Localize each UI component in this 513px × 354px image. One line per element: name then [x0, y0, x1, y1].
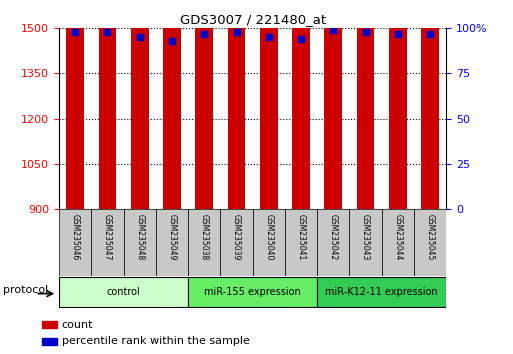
Bar — [66, 0, 84, 209]
Text: count: count — [62, 320, 93, 330]
Bar — [349, 209, 382, 276]
Bar — [357, 0, 374, 209]
Point — [135, 35, 144, 40]
Bar — [292, 0, 310, 209]
Point — [168, 38, 176, 44]
Text: GSM235047: GSM235047 — [103, 214, 112, 261]
Text: GSM235048: GSM235048 — [135, 214, 144, 261]
Text: GSM235043: GSM235043 — [361, 214, 370, 261]
Bar — [59, 277, 188, 307]
Text: percentile rank within the sample: percentile rank within the sample — [62, 336, 250, 346]
Bar — [163, 0, 181, 209]
Bar — [382, 209, 414, 276]
Bar — [188, 209, 221, 276]
Point — [362, 29, 370, 35]
Bar — [324, 0, 342, 209]
Text: GSM235039: GSM235039 — [232, 214, 241, 261]
Point — [297, 36, 305, 42]
Bar — [389, 0, 407, 209]
Text: GSM235045: GSM235045 — [426, 214, 435, 261]
Bar — [285, 209, 317, 276]
Text: GSM235041: GSM235041 — [297, 214, 306, 261]
Bar — [98, 0, 116, 209]
Title: GDS3007 / 221480_at: GDS3007 / 221480_at — [180, 13, 326, 26]
Bar — [131, 0, 149, 209]
Bar — [188, 277, 317, 307]
Point — [329, 27, 338, 33]
Point — [200, 31, 208, 36]
Text: miR-155 expression: miR-155 expression — [204, 287, 301, 297]
Bar — [228, 0, 245, 209]
Point — [394, 31, 402, 36]
Point — [232, 29, 241, 35]
Text: GSM235046: GSM235046 — [71, 214, 80, 261]
Text: GSM235044: GSM235044 — [393, 214, 402, 261]
Bar — [91, 209, 124, 276]
Bar — [421, 0, 439, 209]
Point — [265, 35, 273, 40]
Bar — [317, 209, 349, 276]
Point — [426, 31, 435, 36]
Bar — [317, 277, 446, 307]
Point — [71, 29, 79, 35]
Text: control: control — [107, 287, 141, 297]
Point — [103, 29, 111, 35]
Bar — [252, 209, 285, 276]
Text: GSM235040: GSM235040 — [264, 214, 273, 261]
Bar — [59, 209, 91, 276]
Bar — [414, 209, 446, 276]
Bar — [221, 209, 252, 276]
Bar — [42, 338, 57, 345]
Bar — [124, 209, 156, 276]
Text: miR-K12-11 expression: miR-K12-11 expression — [325, 287, 438, 297]
Bar — [156, 209, 188, 276]
Bar — [195, 0, 213, 209]
Text: GSM235042: GSM235042 — [329, 214, 338, 261]
Text: protocol: protocol — [3, 285, 48, 296]
Bar — [260, 0, 278, 209]
Text: GSM235049: GSM235049 — [167, 214, 176, 261]
Bar — [42, 321, 57, 328]
Text: GSM235038: GSM235038 — [200, 214, 209, 261]
